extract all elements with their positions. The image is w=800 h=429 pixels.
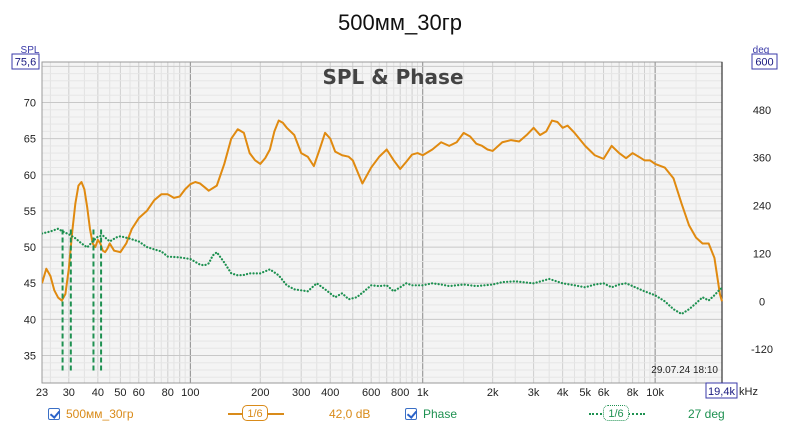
x-tick-label: 100 xyxy=(181,387,199,399)
right-tick-label: 360 xyxy=(753,153,771,165)
left-tick-label: 70 xyxy=(24,97,36,109)
x-tick-label: 60 xyxy=(133,387,145,399)
x-tick-label: 400 xyxy=(321,387,339,399)
left-tick-label: 50 xyxy=(24,242,36,254)
spl-smoothing-selector[interactable]: 1/6 xyxy=(228,404,284,424)
right-axis-top-box xyxy=(751,53,778,70)
x-tick-label: 800 xyxy=(391,387,409,399)
left-tick-label: 60 xyxy=(24,170,36,182)
legend-series-spl[interactable]: 500мм_30гр xyxy=(48,404,134,424)
left-tick-label: 55 xyxy=(24,206,36,218)
x-tick-label: 3k xyxy=(528,387,540,399)
spl-legend-name: 500мм_30гр xyxy=(66,407,134,421)
x-tick-label: 5k xyxy=(579,387,591,399)
left-axis-top-value: 75,6 xyxy=(15,57,36,69)
left-axis-top-box xyxy=(11,53,40,70)
x-tick-label: 1k xyxy=(417,387,429,399)
x-tick-label: 30 xyxy=(63,387,75,399)
x-tick-label: 300 xyxy=(292,387,310,399)
plot-area xyxy=(42,62,722,383)
spl-curve xyxy=(42,119,723,302)
spl-level-readout: 42,0 dB xyxy=(329,407,371,421)
x-axis-unit: kHz xyxy=(739,386,758,398)
left-tick-label: 45 xyxy=(24,278,36,290)
left-tick-label: 40 xyxy=(24,314,36,326)
right-tick-label: 240 xyxy=(753,201,771,213)
right-tick-label: 480 xyxy=(753,105,771,117)
x-tick-label: 23 xyxy=(36,387,48,399)
chart-subtitle: SPL & Phase xyxy=(322,65,463,89)
phase-legend-name: Phase xyxy=(423,407,458,421)
phase-checkbox[interactable] xyxy=(405,408,417,420)
x-tick-label: 8k xyxy=(627,387,639,399)
phase-smoothing-selector[interactable]: 1/6 xyxy=(589,404,645,424)
x-axis-end-value: 19,4k xyxy=(708,386,735,398)
right-axis-top-value: 600 xyxy=(755,57,773,69)
left-tick-label: 35 xyxy=(24,351,36,363)
x-axis-end-box xyxy=(705,382,738,399)
chart-title: 500мм_30гр xyxy=(338,10,462,35)
phase-level-readout: 27 deg xyxy=(688,407,725,421)
spl-smoothing-value: 1/6 xyxy=(242,405,268,421)
legend-series-phase[interactable]: Phase xyxy=(405,404,457,424)
x-tick-label: 10k xyxy=(646,387,664,399)
right-tick-label: -120 xyxy=(751,344,773,356)
x-tick-label: 6k xyxy=(598,387,610,399)
spl-checkbox[interactable] xyxy=(48,408,60,420)
x-tick-label: 600 xyxy=(362,387,380,399)
left-axis-label: SPL xyxy=(21,45,40,56)
right-tick-label: 120 xyxy=(753,248,771,260)
x-tick-label: 4k xyxy=(557,387,569,399)
x-tick-label: 2k xyxy=(487,387,499,399)
x-tick-label: 200 xyxy=(251,387,269,399)
x-tick-label: 80 xyxy=(162,387,174,399)
right-axis-label: deg xyxy=(753,45,770,56)
right-tick-label: 0 xyxy=(759,296,765,308)
x-tick-label: 40 xyxy=(92,387,104,399)
timestamp: 29.07.24 18:10 xyxy=(651,365,718,376)
left-tick-label: 65 xyxy=(24,134,36,146)
phase-smoothing-value: 1/6 xyxy=(603,405,629,421)
x-tick-label: 50 xyxy=(114,387,126,399)
